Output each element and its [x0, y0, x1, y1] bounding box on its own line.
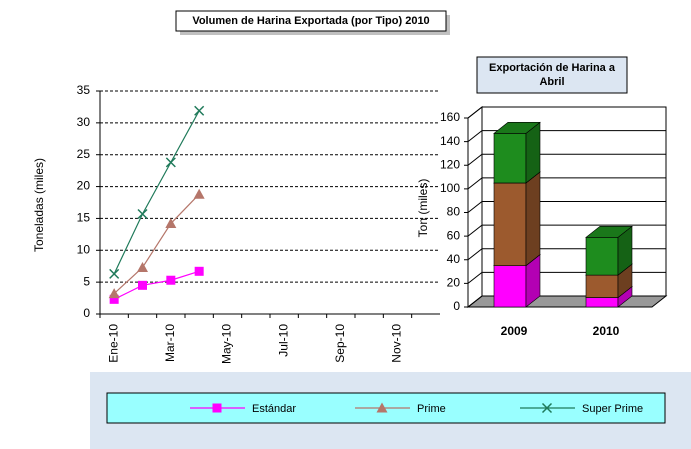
- x-tick-label: Mar-10: [163, 324, 177, 362]
- bar-top: [493, 122, 541, 134]
- marker: [193, 188, 205, 199]
- marker: [166, 275, 176, 285]
- x-tick-label: 2010: [593, 324, 620, 338]
- y-tick-label: 35: [77, 83, 91, 97]
- y-tick-label: 20: [77, 179, 91, 193]
- bar-title: Exportación de Harina a Abril: [489, 62, 615, 88]
- legend-label: Prime: [417, 403, 446, 415]
- y-axis-label-2: Ton (miles): [416, 179, 430, 238]
- grid-line: [467, 177, 666, 190]
- y-tick-label: 15: [77, 211, 91, 225]
- marker: [194, 105, 205, 116]
- grid-line: [467, 130, 666, 143]
- y-tick-label: 20: [447, 276, 461, 290]
- x-tick-label: Sep-10: [333, 324, 347, 363]
- grid-line: [467, 201, 666, 213]
- y-tick-label: 100: [440, 181, 460, 195]
- legend-label: Super Prime: [582, 403, 643, 415]
- y-tick-label: 5: [83, 274, 90, 288]
- bar-title-box: [476, 56, 628, 94]
- marker: [541, 402, 553, 414]
- x-tick-label: 2009: [501, 324, 528, 338]
- bar: [493, 265, 527, 308]
- marker: [137, 208, 148, 219]
- y-axis-label: Toneladas (miles): [32, 158, 46, 252]
- y-tick-label: 160: [440, 110, 460, 124]
- marker: [138, 280, 147, 290]
- y-tick-label: 10: [77, 242, 91, 256]
- bar-side: [525, 171, 541, 267]
- y-tick-label: 0: [83, 306, 90, 320]
- y-tick-label: 30: [77, 115, 91, 129]
- marker: [376, 402, 388, 413]
- y-tick-label: 25: [77, 147, 91, 161]
- bar: [585, 297, 619, 308]
- y-tick-label: 80: [447, 205, 461, 219]
- grid-line: [467, 224, 666, 237]
- x-tick-label: Jul-10: [276, 324, 290, 357]
- x-tick-label: May-10: [220, 324, 234, 364]
- marker: [165, 218, 177, 229]
- marker: [137, 261, 148, 272]
- bar-title-wrap: Exportación de Harina a Abril: [489, 62, 615, 88]
- marker: [194, 266, 204, 276]
- y-tick-label: 40: [447, 252, 461, 266]
- marker: [109, 268, 120, 279]
- title-box: [175, 10, 447, 32]
- y-tick-label: 120: [440, 157, 460, 171]
- bar-top: [585, 226, 633, 238]
- grid-line: [467, 153, 666, 166]
- bar: [493, 182, 527, 266]
- line: [113, 270, 200, 300]
- marker: [108, 288, 120, 299]
- y-tick-label: 0: [453, 299, 460, 313]
- x-tick-label: Ene-10: [106, 324, 120, 363]
- y-tick-label: 60: [447, 228, 461, 242]
- line: [113, 193, 200, 295]
- bar: [493, 133, 527, 184]
- line: [113, 110, 200, 275]
- legend-label: Estándar: [252, 403, 296, 415]
- y-tick-label: 140: [440, 134, 460, 148]
- x-tick-label: Nov-10: [390, 324, 404, 363]
- marker: [109, 294, 119, 304]
- bar: [585, 237, 619, 276]
- marker: [165, 157, 176, 168]
- chart-title: Volumen de Harina Exportada (por Tipo) 2…: [192, 15, 429, 27]
- marker: [212, 403, 222, 413]
- grid-line: [467, 106, 666, 119]
- bar: [585, 274, 619, 298]
